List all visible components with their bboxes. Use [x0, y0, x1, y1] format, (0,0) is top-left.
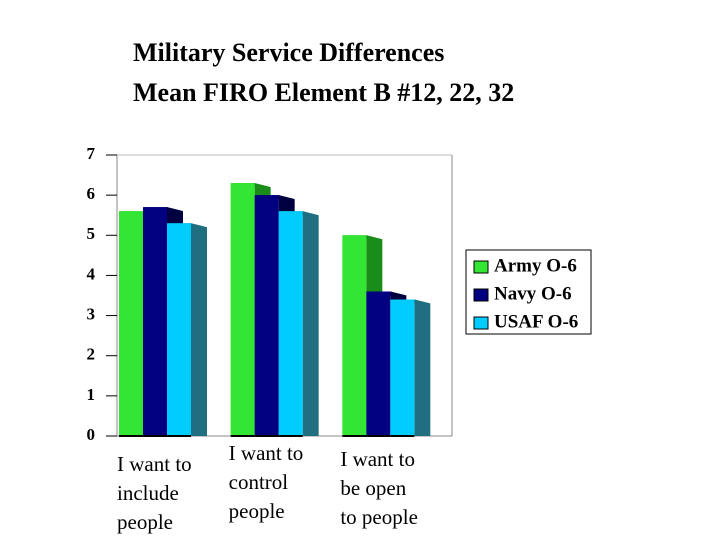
x-tick-label: I want to: [229, 441, 304, 465]
bar-front: [390, 299, 415, 436]
y-tick-label: 7: [87, 144, 96, 163]
y-tick-label: 4: [87, 264, 96, 283]
bar-front: [254, 195, 279, 436]
bar-front: [278, 211, 303, 436]
bar-front: [167, 223, 191, 436]
y-tick-label: 5: [87, 224, 96, 243]
chart-subtitle: Mean FIRO Element B #12, 22, 32: [133, 78, 514, 107]
x-tick-label: include: [117, 481, 179, 505]
bar: [278, 211, 319, 437]
y-tick-label: 6: [87, 184, 96, 203]
x-tick-label: to people: [340, 505, 418, 529]
bar-side: [414, 299, 431, 436]
legend-swatch: [473, 316, 489, 330]
legend-label: USAF O-6: [494, 311, 578, 332]
y-tick-label: 1: [87, 385, 96, 404]
legend-swatch: [473, 288, 489, 302]
legend-label: Army O-6: [494, 255, 577, 276]
bar: [390, 299, 431, 437]
bar-side: [302, 211, 319, 436]
y-tick-label: 0: [87, 425, 96, 444]
x-tick-label: people: [117, 510, 173, 534]
bar: [167, 223, 207, 437]
bar-front: [119, 211, 143, 436]
y-tick-label: 3: [87, 304, 96, 323]
x-tick-label: be open: [340, 476, 406, 500]
chart-title: Military Service Differences: [133, 38, 444, 67]
bar-side: [191, 223, 207, 436]
bar-front: [143, 207, 167, 436]
legend-label: Navy O-6: [494, 283, 572, 304]
bar-front: [366, 291, 391, 436]
x-tick-label: control: [229, 470, 289, 494]
x-tick-label: I want to: [340, 447, 415, 471]
bar-front: [342, 235, 367, 436]
y-tick-label: 2: [87, 345, 96, 364]
x-tick-label: people: [229, 499, 285, 523]
legend-swatch: [473, 260, 489, 274]
bar-front: [230, 183, 255, 436]
x-tick-label: I want to: [117, 452, 192, 476]
